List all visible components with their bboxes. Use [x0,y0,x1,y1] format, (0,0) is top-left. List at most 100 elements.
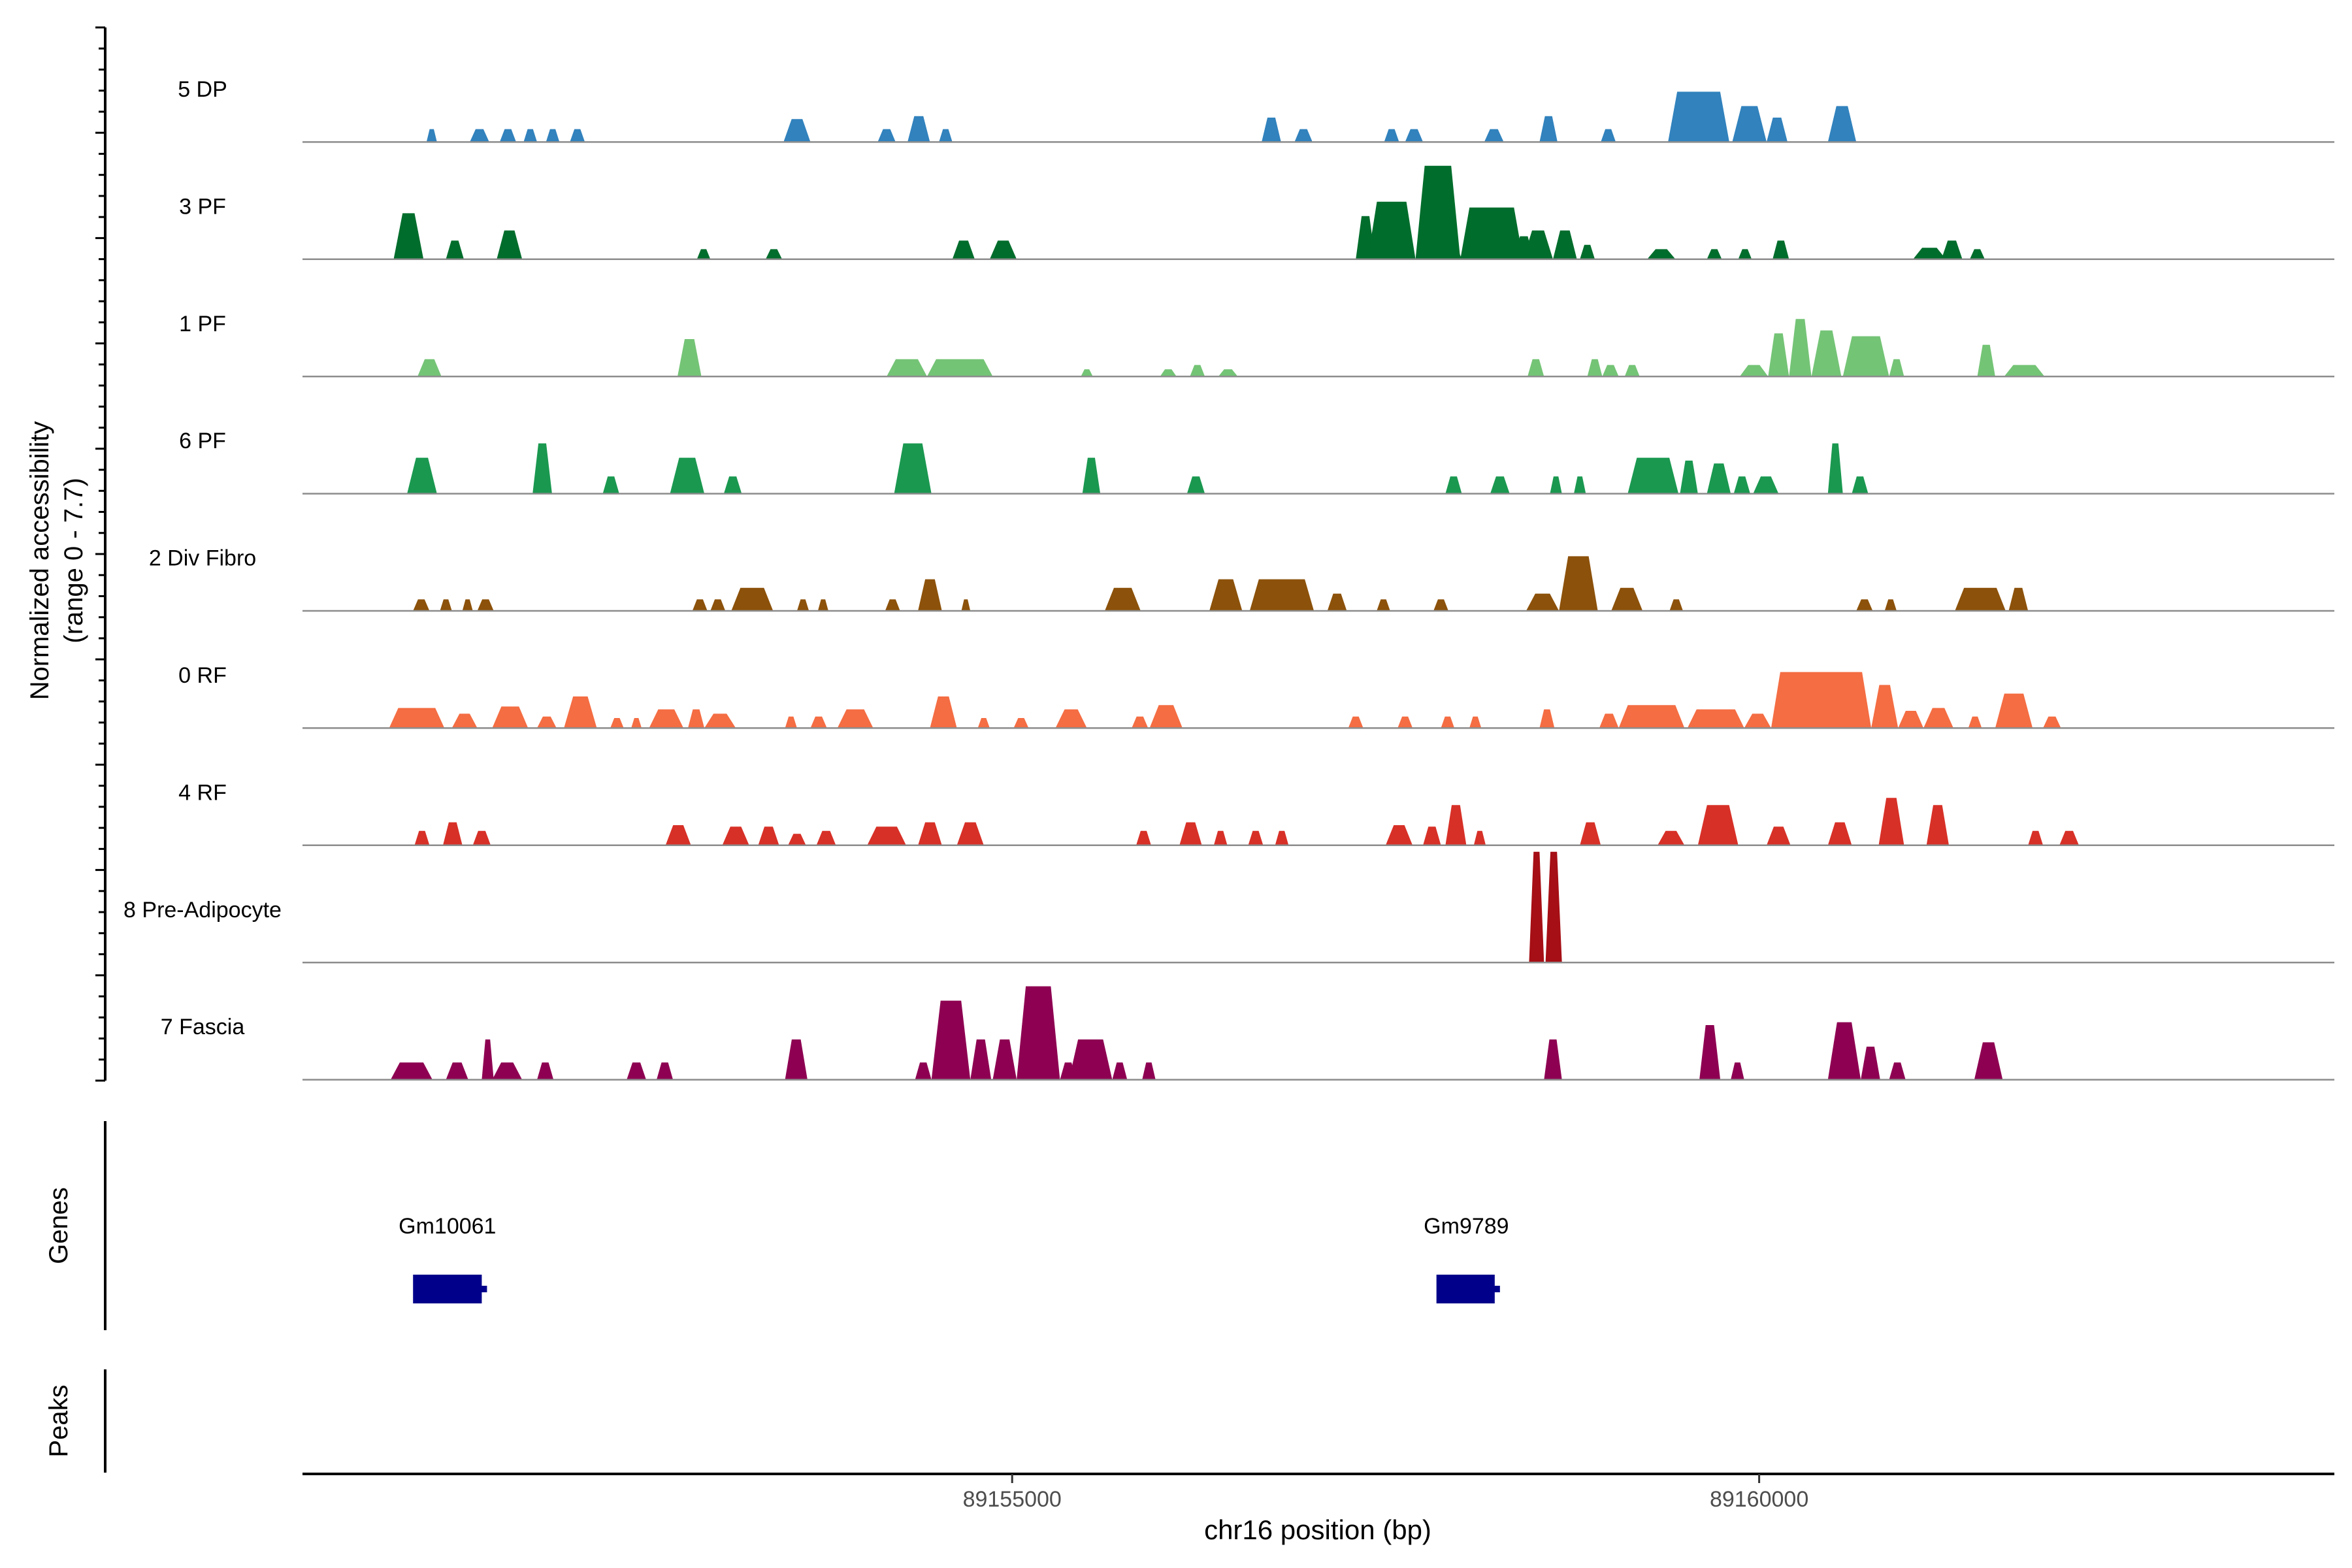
coverage-peak [482,1039,494,1080]
gene-label: Gm9789 [1424,1214,1509,1239]
coverage-peak [817,599,828,611]
coverage-peak [1112,1062,1128,1080]
coverage-peak [1878,798,1904,845]
gene-strand-arrow [480,1286,487,1292]
coverage-peak [1699,1025,1721,1080]
coverage-peak [1738,249,1752,259]
coverage-peak [1707,463,1731,494]
coverage-peak [1744,713,1771,728]
coverage-peak [1055,709,1087,728]
coverage-peak [816,830,836,845]
coverage-peak [1149,705,1183,728]
coverage-peak [894,443,932,494]
peaks-panel-label: Peaks [44,1384,73,1457]
coverage-peak [837,709,874,728]
gene-label: Gm10061 [399,1214,496,1239]
coverage-peak [1082,457,1101,494]
coverage-peak [1731,1062,1744,1080]
coverage-peak [602,476,619,494]
coverage-peak [2028,830,2044,845]
coverage-peak [1789,319,1812,377]
coverage-peak [918,579,942,611]
coverage-peak [570,129,585,142]
coverage-peak [1385,825,1413,845]
coverage-peak [446,1062,468,1080]
gene-gm9789: Gm9789 [1424,1214,1509,1303]
coverage-peak [678,339,702,377]
coverage-peak [1680,461,1698,494]
coverage-peak [499,129,516,142]
coverage-peak [1327,593,1347,611]
coverage-peak [952,240,975,259]
coverage-peak [1827,443,1843,494]
coverage-peak [758,826,779,845]
coverage-peak [961,599,971,611]
coverage-peak [885,599,900,611]
coverage-peak [523,129,537,142]
coverage-peak [2008,587,2029,611]
coverage-peak [1926,805,1949,845]
coverage-peak [1827,1022,1861,1080]
coverage-peak [1484,129,1504,142]
coverage-peak [877,129,896,142]
coverage-peak [1017,986,1060,1080]
coverage-peak [1733,476,1750,494]
coverage-peak [1526,593,1560,611]
genes-panel-label: Genes [44,1187,73,1264]
coverage-peak [1941,240,1963,259]
coverage-peak [785,1039,808,1080]
coverage-peak [1136,830,1151,845]
coverage-peak [1580,822,1601,845]
coverage-peak [1132,716,1149,728]
gene-body [1436,1275,1495,1303]
coverage-peak [1889,1062,1906,1080]
coverage-peak [1739,365,1769,377]
coverage-peak [2043,716,2061,728]
coverage-peak [1768,333,1789,377]
coverage-peak [810,716,827,728]
coverage-peak [930,696,957,728]
coverage-peak [1527,359,1544,377]
coverage-peak [1544,1039,1562,1080]
coverage-peak [627,1062,646,1080]
coverage-peak [1687,709,1744,728]
coverage-peak [1213,830,1228,845]
coverage-peak [1767,826,1791,845]
coverage-peak [1913,248,1946,259]
coverage-peak [731,587,774,611]
coverage-peak [1433,599,1448,611]
coverage-peak [1599,713,1619,728]
coverage-peak [1753,476,1779,494]
coverage-peak [1559,556,1598,611]
coverage-peak [1190,365,1205,377]
coverage-peak [1955,587,2006,611]
coverage-peak [1539,709,1555,728]
coverage-peak [389,708,445,728]
coverage-peak [657,1062,674,1080]
track-5: 2 Div Fibro [149,546,2334,612]
coverage-peak [1767,118,1788,142]
coverage-peak [1707,249,1722,259]
coverage-peak [1397,716,1413,728]
coverage-peak [1611,587,1643,611]
coverage-peak [1658,830,1685,845]
coverage-peak [1811,330,1842,377]
coverage-peak [1529,851,1544,963]
coverage-peak [414,830,430,845]
coverage-peak [887,359,927,377]
coverage-peak [1186,476,1205,494]
coverage-peak [1013,718,1029,728]
coverage-peak [867,826,906,845]
coverage-peak [783,119,811,142]
coverage-peak [970,1039,992,1080]
coverage-peak [537,716,557,728]
coverage-peak [1545,851,1562,963]
coverage-peak [1473,830,1486,845]
coverage-peak [1377,599,1390,611]
coverage-peak [1889,359,1904,377]
coverage-peak [532,443,552,494]
y-axis-label-line2: (range 0 - 7.7) [59,478,88,643]
coverage-peak [688,709,705,728]
track-label: 4 RF [178,780,227,805]
